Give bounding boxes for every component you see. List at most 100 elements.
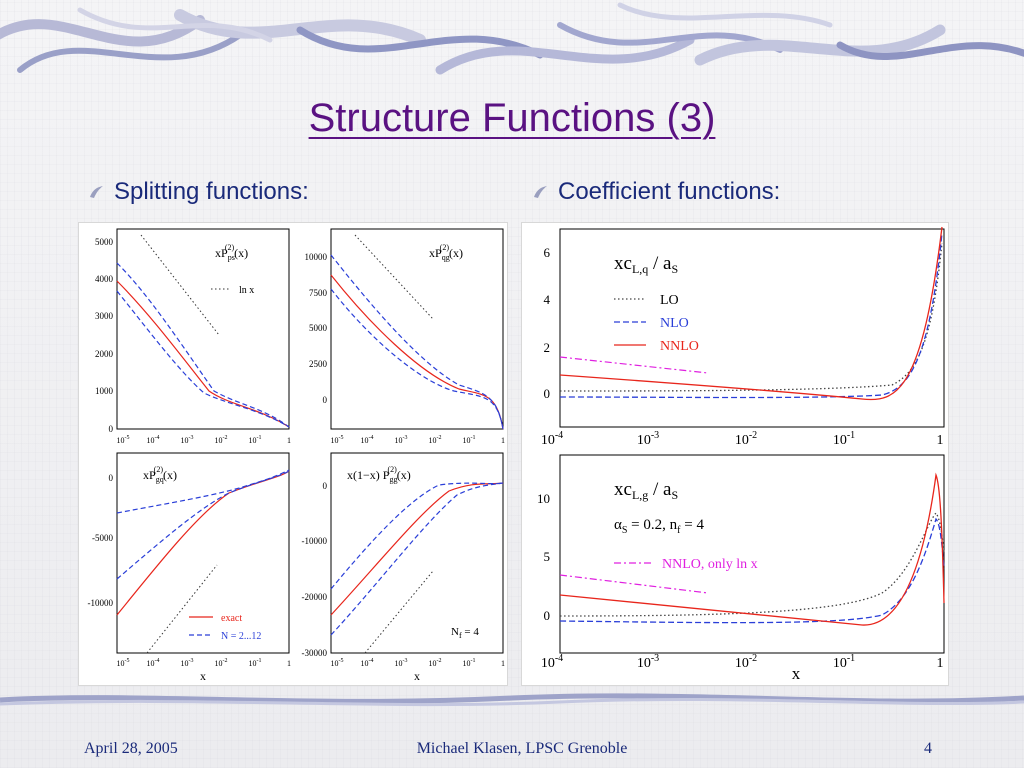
svg-text:10-3: 10-3 [395,658,408,668]
y-tick-label: 2500 [309,359,328,369]
svg-text:10-2: 10-2 [735,430,757,448]
svg-text:10-3: 10-3 [637,430,659,448]
svg-text:1: 1 [287,659,291,668]
x-tick-labels: 10-4 10-3 10-2 10-1 1 [541,653,944,671]
svg-text:10-2: 10-2 [429,658,442,668]
panel-title: xPps(2)(x) [215,243,248,262]
x-axis-label: x [414,669,420,683]
svg-text:10-3: 10-3 [637,653,659,671]
panel-title: xcL,q / aS [614,253,678,276]
y-tick-label: 10000 [305,252,328,262]
svg-text:10-1: 10-1 [833,653,855,671]
bullet-swoosh-icon [90,186,103,198]
coefficient-functions-figure: 0 2 4 6 xcL,q / aS LO NLO NNLO 10-4 10-3… [521,222,949,686]
y-ticks: 0 2500 5000 7500 10000 [305,252,328,405]
y-tick-label: -5000 [92,533,113,543]
nnlo-curve [559,226,943,401]
panel-frame [116,228,290,430]
footer-page-number: 4 [924,740,932,757]
y-tick-label: 7500 [309,288,328,298]
approx-lower-curve [330,482,504,636]
panel-frame [559,454,945,654]
nnlo-lnx-curve [559,574,709,594]
y-tick-label: 10 [537,491,550,506]
approx-lower-curve [330,288,504,430]
bullet-coefficient: Coefficient functions: [532,178,780,206]
panel-clg: 0 5 10 xcL,g / aS αS = 0.2, nf = 4 NNLO,… [537,454,945,683]
panel-title: x(1−x) Pgg(2)(x) [347,465,411,484]
panel-frame [330,228,504,430]
bullet-label: Splitting functions: [114,178,309,205]
y-tick-label: 2000 [95,349,114,359]
x-tick-labels: 10-5 10-4 10-3 10-2 10-1 1 10-5 10-4 10-… [117,435,506,668]
exact-curve [116,280,290,428]
parameter-label: αS = 0.2, nf = 4 [614,517,704,536]
y-tick-label: 2 [544,340,551,355]
nf-label: Nf = 4 [451,626,479,640]
panel-pgq: 0 -5000 -10000 xPgq(2)(x) exact N = 2...… [88,452,290,654]
y-ticks: 0 5 10 [537,491,550,623]
svg-text:10-1: 10-1 [249,435,262,445]
legend-lnx-label: ln x [239,285,254,296]
nlo-curve [559,232,943,399]
svg-text:10-5: 10-5 [117,435,130,445]
nnlo-lnx-curve [559,356,709,374]
svg-text:10-5: 10-5 [117,658,130,668]
lnx-curve [140,234,220,336]
decorative-swirl-banner [0,2,1024,75]
bullet-splitting: Splitting functions: [88,178,309,206]
panel-title: xcL,g / aS [614,479,678,502]
svg-text:10-4: 10-4 [541,430,563,448]
svg-text:10-4: 10-4 [147,658,160,668]
x-axis-label: x [200,669,206,683]
y-tick-label: 5000 [309,323,328,333]
lnx-curve [354,234,434,320]
legend-approx-label: N = 2...12 [221,631,261,642]
y-tick-label: -10000 [302,536,328,546]
svg-text:10-1: 10-1 [463,435,476,445]
coefficient-functions-svg: 0 2 4 6 xcL,q / aS LO NLO NNLO 10-4 10-3… [537,226,945,683]
panel-clq: 0 2 4 6 xcL,q / aS LO NLO NNLO 10-4 10-3… [541,226,945,448]
y-ticks: 0 -5000 -10000 [88,473,114,608]
lo-curve [559,511,945,617]
y-tick-label: 5000 [95,237,114,247]
approx-lower-curve [116,290,290,428]
y-tick-label: 0 [544,386,551,401]
x-axis-label: x [792,664,801,683]
svg-text:1: 1 [287,436,291,445]
y-tick-label: -20000 [302,592,328,602]
svg-text:1: 1 [937,433,944,448]
footer-date: April 28, 2005 [84,740,178,757]
y-tick-label: 1000 [95,386,114,396]
approx-upper-curve [116,262,290,428]
svg-text:10-3: 10-3 [181,658,194,668]
svg-text:10-1: 10-1 [463,658,476,668]
panel-frame [559,228,945,428]
approx-upper-curve [330,482,504,590]
svg-text:10-2: 10-2 [735,653,757,671]
panel-title: xPqg(2)(x) [429,243,463,262]
svg-text:10-4: 10-4 [361,658,374,668]
svg-text:10-4: 10-4 [541,653,563,671]
nnlo-curve [559,472,945,626]
y-tick-label: 5 [544,549,551,564]
panel-pgg: 0 -10000 -20000 -30000 x(1−x) Pgg(2)(x) … [302,452,504,658]
svg-text:1: 1 [937,656,944,671]
footer-divider-swirl [0,693,1024,707]
panel-frame [330,452,504,654]
x-tick-labels: 10-4 10-3 10-2 10-1 1 [541,430,944,448]
lnx-curve [364,570,434,654]
svg-text:10-3: 10-3 [395,435,408,445]
y-tick-label: 3000 [95,311,114,321]
y-tick-label: 4 [544,292,551,307]
y-ticks: 0 -10000 -20000 -30000 [302,481,328,658]
legend-nlo-label: NLO [660,316,689,331]
panel-frame [116,452,290,654]
y-tick-label: 0 [323,481,328,491]
y-tick-label: -10000 [88,598,114,608]
svg-text:10-2: 10-2 [215,435,228,445]
legend-lnx-label: NNLO, only ln x [662,557,758,572]
lnx-curve [146,564,218,654]
footer-author: Michael Klasen, LPSC Grenoble [416,740,628,757]
legend-exact-label: exact [221,613,242,624]
